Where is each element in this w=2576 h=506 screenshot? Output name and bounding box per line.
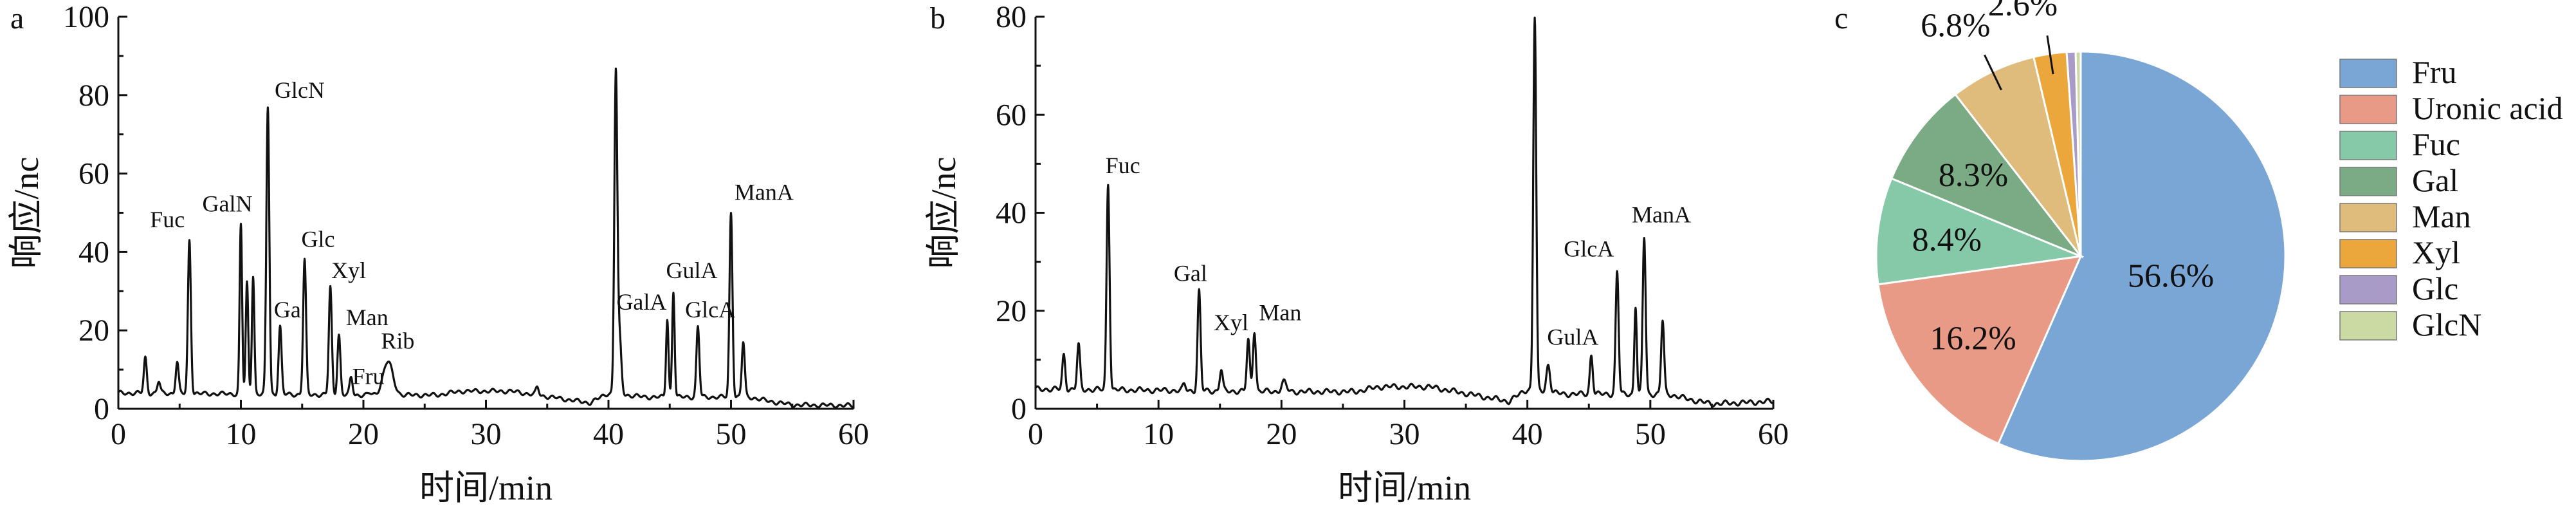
peak-label-galn: GalN [203, 191, 253, 217]
pie-slice-uronic-acid [1877, 255, 2083, 445]
peak-label-rib: Rib [381, 328, 414, 354]
pie-label: 56.6% [2128, 258, 2214, 294]
peak-label-man: Man [346, 305, 388, 330]
peak-label-ga: Ga [274, 297, 301, 323]
legend-swatch [2339, 59, 2397, 88]
legend-swatch [2339, 311, 2397, 341]
peak-label-fuc: Fuc [150, 207, 185, 232]
pie-label: 6.8% [1921, 7, 1990, 44]
panel-letter: b [930, 1, 945, 35]
legend-label: Glc [2412, 270, 2458, 306]
chromatogram-trace [117, 68, 855, 409]
y-tick-label: 60 [78, 157, 109, 191]
y-tick-label: 60 [996, 98, 1027, 132]
legend-label: GlcN [2412, 306, 2481, 342]
legend-swatch [2339, 203, 2397, 232]
legend-label: Xyl [2412, 234, 2460, 270]
x-tick-label: 40 [593, 417, 624, 451]
panel-a-chromatogram: 0 10 20 30 40 50 60 0 20 40 60 80 100 时间/min 响应/nc a Fuc… [7, 0, 869, 506]
legend-label: Fuc [2412, 126, 2460, 162]
x-tick-label: 50 [716, 417, 747, 451]
legend-swatch [2339, 167, 2397, 196]
x-tick-label: 20 [348, 417, 379, 451]
peak-label-xyl: Xyl [1214, 310, 1248, 335]
y-tick-label: 40 [78, 235, 109, 269]
pie-label: 2.6% [1988, 0, 2058, 23]
x-tick-label: 60 [838, 417, 869, 451]
y-tick-label: 80 [996, 0, 1027, 34]
legend-swatch [2339, 275, 2397, 305]
pie-slice-fuc [1875, 177, 2085, 286]
peak-label-fuc: Fuc [1106, 153, 1140, 178]
y-axis-label: 响应/nc [7, 157, 46, 269]
x-tick-label: 40 [1512, 417, 1543, 451]
y-tick-label: 80 [78, 79, 109, 113]
pie-slice-fru [1996, 50, 2287, 462]
x-tick-label: 10 [226, 417, 257, 451]
pie-label: 8.3% [1939, 157, 2008, 194]
x-tick-label: 10 [1143, 417, 1174, 451]
peak-label-glcn: GlcN [275, 77, 325, 103]
peak-label-xyl: Xyl [331, 258, 366, 283]
peak-label-gula: GulA [1547, 324, 1598, 350]
y-tick-label: 0 [1011, 392, 1027, 426]
legend-swatch [2339, 239, 2397, 268]
y-tick-label: 0 [94, 392, 109, 426]
y-tick-label: 40 [996, 196, 1027, 230]
peak-label-glca: GlcA [1564, 236, 1614, 262]
y-axis-label: 响应/nc [924, 157, 963, 269]
pie-leader-line [1984, 54, 2002, 91]
chromatogram-trace [1034, 16, 1775, 408]
peak-label-gal: Gal [1174, 261, 1207, 286]
pie-leader-line [2046, 35, 2054, 75]
peak-label-man: Man [1259, 300, 1301, 326]
legend-label: Man [2412, 198, 2471, 234]
legend-swatch [2339, 95, 2397, 124]
peak-label-mana: ManA [735, 179, 794, 205]
pie-slice-glcn [2074, 50, 2082, 257]
panel-letter: c [1834, 1, 1848, 35]
y-tick-label: 20 [996, 294, 1027, 328]
peak-label-gula: GulA [666, 258, 718, 283]
x-axis-label: 时间/min [419, 469, 553, 506]
legend-label: Gal [2412, 162, 2458, 198]
peak-label-mana: ManA [1632, 201, 1691, 227]
peak-label-gala: GalA [616, 289, 666, 315]
x-tick-label: 30 [1389, 417, 1420, 451]
legend-swatch [2339, 131, 2397, 160]
legend-label: Uronic acid [2412, 90, 2563, 126]
peak-label-fru: Fru [352, 364, 385, 389]
x-tick-label: 20 [1266, 417, 1297, 451]
x-tick-label: 60 [1758, 417, 1789, 451]
x-tick-label: 0 [111, 417, 126, 451]
x-tick-label: 50 [1635, 417, 1666, 451]
y-tick-label: 100 [63, 0, 109, 34]
pie-slice-gal [1890, 93, 2084, 259]
peak-label-glca: GlcA [685, 297, 735, 323]
pie-label: 16.2% [1930, 321, 2016, 357]
panel-b-chromatogram: 0 10 20 30 40 50 60 0 20 40 60 80 时间/min 响应/nc b Fuc Gal… [924, 0, 1789, 506]
x-tick-label: 0 [1028, 417, 1043, 451]
peak-label-glc: Glc [302, 226, 335, 252]
legend-label: Fru [2412, 54, 2456, 90]
pie-label: 8.4% [1912, 222, 1982, 259]
x-tick-label: 30 [471, 417, 502, 451]
y-tick-label: 20 [78, 314, 109, 348]
x-axis-label: 时间/min [1338, 469, 1471, 506]
panel-letter: a [10, 1, 24, 35]
